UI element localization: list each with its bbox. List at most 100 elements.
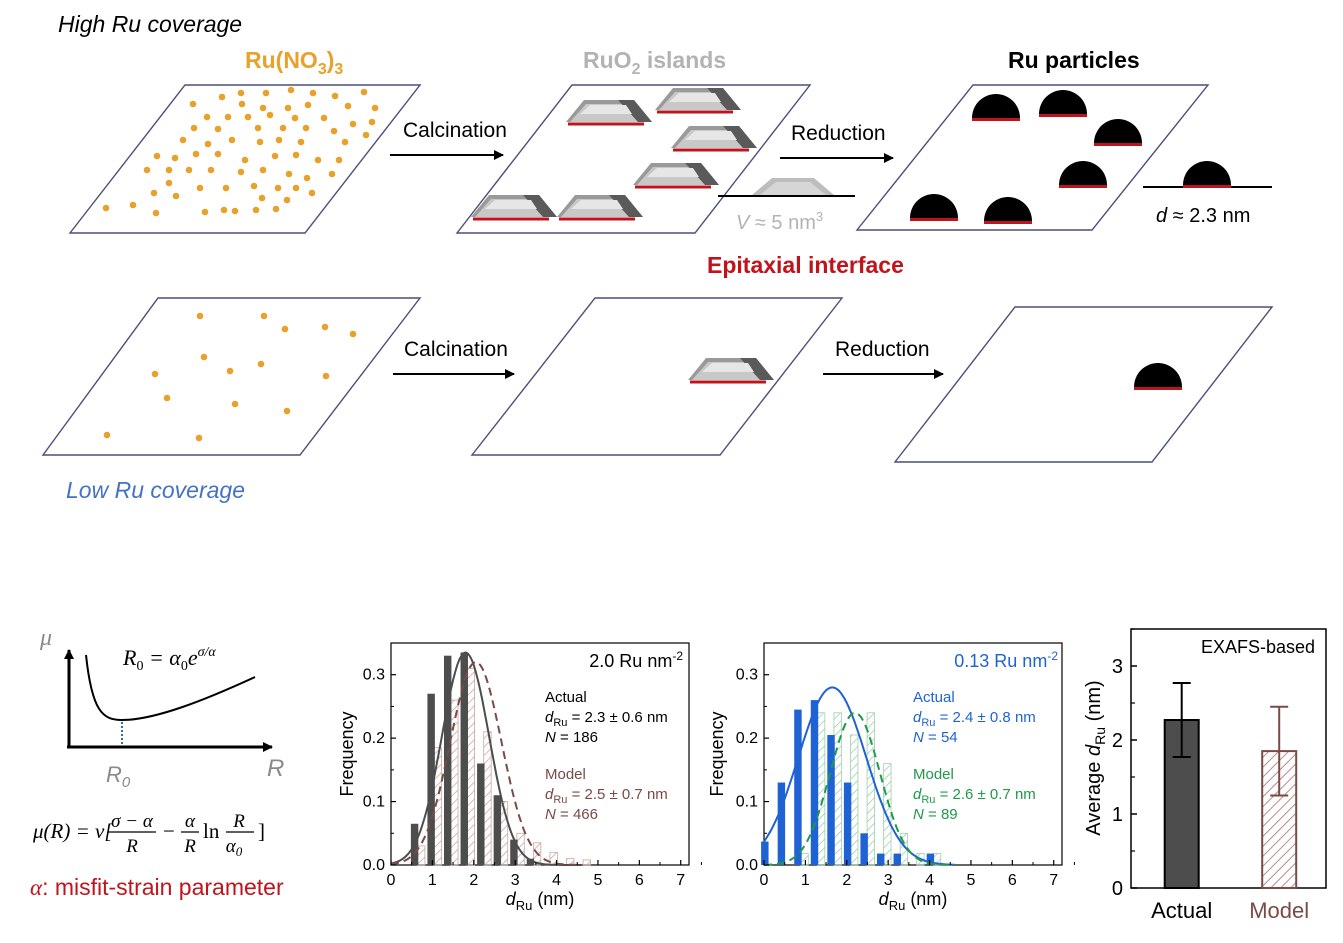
precursor-dot (165, 179, 173, 187)
actual-fit-curve (390, 651, 582, 866)
precursor-dot (241, 156, 249, 164)
precursor-dot (200, 353, 208, 361)
diameter-label: d ≈ 2.3 nm (1156, 205, 1250, 227)
precursor-dot (292, 151, 300, 159)
precursor-dot (220, 206, 228, 214)
svg-text:Model: Model (545, 766, 586, 783)
legend-model: Model dRu = 2.6 ± 0.7 nm N = 89 (913, 766, 1036, 823)
svg-text:dRu = 2.6 ± 0.7 nm: dRu = 2.6 ± 0.7 nm (913, 786, 1036, 806)
category-label: Actual (1151, 898, 1212, 923)
mu-equation: μ(R) = ν[ σ − α R − α R ln R α0 ] (32, 811, 265, 859)
precursor-dot (368, 118, 376, 126)
x-tick-label: 0 (760, 872, 769, 889)
precursor-dot (222, 184, 230, 192)
y-tick-label: 0.3 (736, 667, 758, 684)
substrate-plane (455, 84, 812, 234)
precursor-dot (281, 325, 289, 333)
svg-text:R: R (232, 811, 245, 832)
precursor-dot (163, 394, 171, 402)
ru-particle (970, 92, 1022, 121)
precursor-dot (314, 156, 322, 164)
precursor-dot (256, 138, 264, 146)
precursor-dot (254, 124, 262, 132)
precursor-dots (102, 86, 379, 217)
epitaxial-label: Epitaxial interface (707, 252, 904, 278)
precursor-dot (150, 189, 158, 197)
category-label: Model (1249, 898, 1309, 923)
average-size-chart: Actual Model 0 1 2 3 EXAFS-based Average dRu … (1083, 628, 1327, 923)
reduction-label: Reduction (791, 122, 886, 145)
precursor-dot (179, 136, 187, 144)
precursor-dot (330, 127, 338, 135)
precursor-dot (196, 184, 204, 192)
precursor-dots (103, 312, 357, 442)
legend-model: Model dRu = 2.5 ± 0.7 nm N = 466 (545, 766, 668, 823)
precursor-dot (360, 88, 368, 96)
precursor-dot (143, 166, 151, 174)
actual-fit-curve (763, 686, 955, 866)
y-axis-label: Frequency (707, 711, 727, 796)
precursor-label: Ru(NO3)3 (245, 47, 343, 78)
ru-particle (1132, 361, 1184, 390)
model-bar (483, 731, 492, 866)
precursor-dot (335, 156, 343, 164)
precursor-dot (190, 124, 198, 132)
precursor-dot (322, 372, 330, 380)
reduction-label: Reduction (835, 338, 930, 361)
precursor-dot (283, 196, 291, 204)
precursor-dot (260, 312, 268, 320)
substrate-plane (41, 297, 422, 456)
precursor-dot (302, 124, 310, 132)
precursor-dot (304, 101, 312, 109)
precursor-dot (344, 102, 352, 110)
ruo2-island (555, 193, 645, 221)
x-axis-label: dRu (nm) (506, 889, 575, 913)
precursor-dot (287, 86, 295, 94)
coverage-label: 2.0 Ru nm-2 (589, 649, 683, 671)
precursor-dot (237, 89, 245, 97)
precursor-dot (291, 114, 299, 122)
x-tick-label: 3 (511, 872, 520, 889)
substrate-plane (855, 84, 1210, 231)
precursor-dot (102, 204, 110, 212)
r0-equation: R0 = α0eσ/α (122, 645, 216, 674)
actual-bar (526, 858, 535, 865)
y-axis-label: Frequency (337, 711, 357, 796)
coverage-label: 0.13 Ru nm-2 (954, 649, 1058, 671)
ruo2-island (686, 356, 776, 384)
actual-bar (761, 841, 769, 865)
actual-bar (843, 782, 852, 865)
precursor-dot (271, 152, 279, 160)
precursor-dot (195, 434, 203, 442)
schematic-bottom: Calcination Reduction Low Ru coverage (41, 297, 1274, 503)
svg-text:−: − (163, 819, 175, 843)
precursor-dot (331, 92, 339, 100)
ru-particle (1057, 159, 1109, 188)
ruo2-island (631, 161, 721, 189)
precursor-dot (349, 120, 357, 128)
svg-text:N = 54: N = 54 (913, 729, 958, 746)
precursor-dot (321, 323, 329, 331)
y-tick-label: 0 (1112, 878, 1123, 900)
precursor-dot (258, 194, 266, 202)
x-tick-label: 7 (1049, 872, 1058, 889)
actual-bar (427, 693, 435, 865)
actual-bar (460, 652, 468, 865)
precursor-dot (292, 184, 300, 192)
schematic-top: High Ru coverage Ru(NO3)3 Calcination Ru… (58, 11, 1272, 278)
precursor-dot (284, 104, 292, 112)
precursor-dot (341, 138, 349, 146)
actual-bar (876, 853, 885, 865)
precursor-dot (279, 124, 287, 132)
precursor-dot (204, 140, 212, 148)
precursor-dot (328, 170, 336, 178)
model-bar (816, 712, 826, 866)
precursor-dot (231, 207, 239, 215)
actual-bar (926, 853, 935, 865)
actual-bar (827, 734, 835, 865)
precursor-dot (129, 201, 137, 209)
ru-particle (982, 195, 1034, 224)
calcination-label: Calcination (404, 338, 508, 361)
y-tick-label: 0.0 (736, 857, 758, 874)
